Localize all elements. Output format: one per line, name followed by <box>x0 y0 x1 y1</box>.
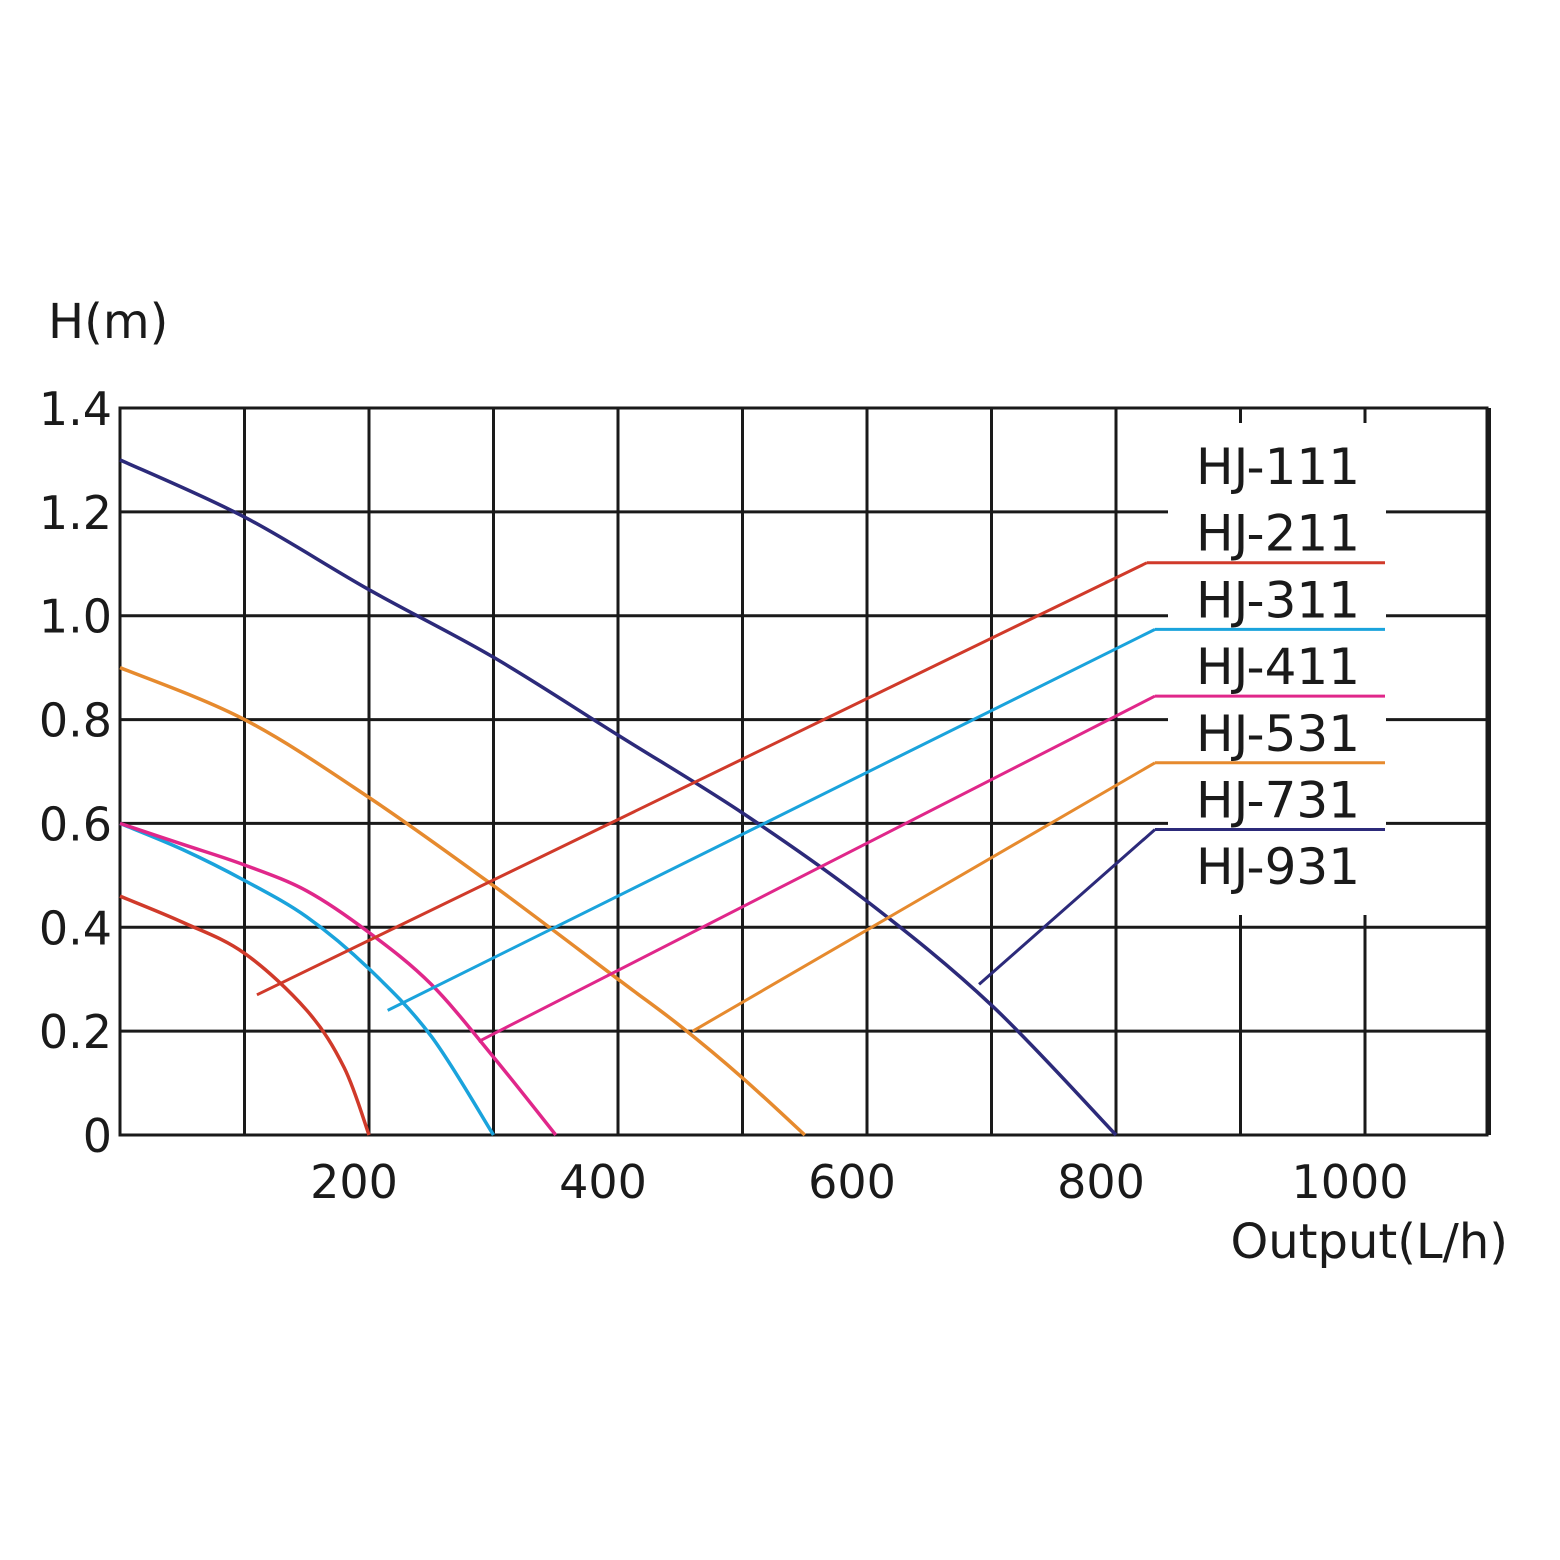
x-tick-label-3: 800 <box>1057 1155 1145 1209</box>
y-tick-label-6: 0.2 <box>39 1005 112 1059</box>
ticks: 1.4 1.2 1.0 0.8 0.6 0.4 0.2 0 200 400 600 800 1000 <box>39 382 1409 1209</box>
x-tick-label-4: 1000 <box>1291 1155 1408 1209</box>
legend-label-hj-211: HJ-211 <box>1196 505 1360 563</box>
curve-hj-211 <box>119 894 371 1136</box>
curve-hj-531 <box>119 665 806 1137</box>
legend-label-hj-931: HJ-931 <box>1196 838 1360 896</box>
curve-hj-311 <box>119 821 495 1136</box>
x-tick-label-2: 600 <box>808 1155 896 1209</box>
y-tick-label-3: 0.8 <box>39 694 112 748</box>
y-tick-label-7: 0 <box>83 1109 112 1163</box>
legend-label-hj-111: HJ-111 <box>1196 438 1360 496</box>
legend-label-hj-411: HJ-411 <box>1196 638 1360 696</box>
leader-hj-731 <box>978 828 1156 986</box>
leader-hj-211 <box>256 561 1148 997</box>
leaders <box>256 561 1385 1043</box>
legend-label-hj-311: HJ-311 <box>1196 571 1360 629</box>
leader-hj-311 <box>387 628 1156 1012</box>
y-tick-label-4: 0.6 <box>39 797 112 851</box>
curve-hj-411 <box>119 821 558 1137</box>
y-tick-label-1: 1.2 <box>39 486 112 540</box>
y-tick-label-5: 0.4 <box>39 901 112 955</box>
y-tick-label-0: 1.4 <box>39 382 112 436</box>
leader-hj-531 <box>691 761 1156 1033</box>
curve-hj-731 <box>119 458 1118 1137</box>
x-tick-label-0: 200 <box>310 1155 398 1209</box>
legend: HJ-111 HJ-211 HJ-311 HJ-411 HJ-531 HJ-731 HJ-9… <box>1168 423 1386 915</box>
legend-box <box>1168 423 1386 915</box>
x-axis-title: Output(L/h) <box>1230 1214 1508 1270</box>
curves <box>119 458 1118 1137</box>
legend-label-hj-531: HJ-531 <box>1196 705 1360 763</box>
legend-label-hj-731: HJ-731 <box>1196 772 1360 830</box>
y-tick-label-2: 1.0 <box>39 590 112 644</box>
x-tick-label-1: 400 <box>559 1155 647 1209</box>
leader-hj-411 <box>477 694 1156 1043</box>
y-axis-title: H(m) <box>48 294 168 350</box>
